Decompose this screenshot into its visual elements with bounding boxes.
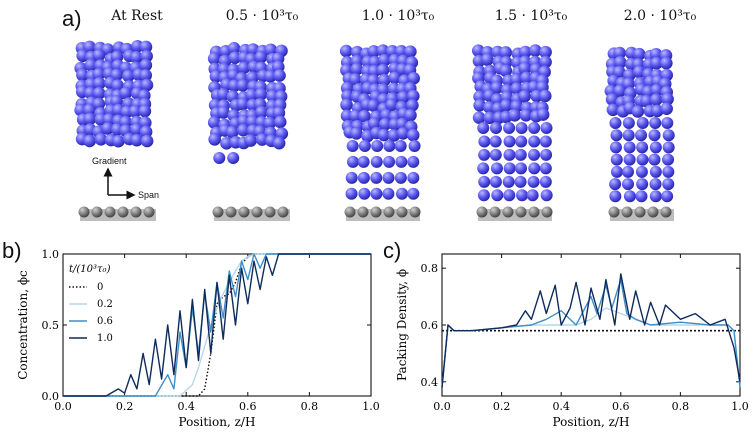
y-tick-label: 0.0 [42,390,60,403]
y-tick-label: 0.8 [421,262,439,275]
x-tick-label: 0.6 [239,400,257,413]
time-label-1.0: 1.0 · 10³τ₀ [361,8,435,24]
snapshot-0 [74,40,156,221]
panel-c-letter: c) [383,238,402,263]
time-label-0.5: 0.5 · 10³τ₀ [225,8,299,24]
packing-density-chart: 0.0 0.2 0.4 0.6 0.8 1.0 0.4 0.6 0.8 Position, z/H… [395,253,749,429]
span-axis-label: Span [138,190,160,200]
x-tick-label: 0.2 [493,400,511,413]
concentration-chart: 0.0 0.2 0.4 0.6 0.8 1.0 0.0 0.5 1.0 Position, z/H… [16,248,380,429]
y-tick-label: 0.6 [421,319,439,332]
panel-b-letter: b) [2,238,22,263]
y-tick-label: 0.5 [42,319,60,332]
series-line-0.6 [441,278,741,388]
panel-a-letter: a) [62,6,82,31]
x-tick-label: 0.8 [672,400,690,413]
legend-label: 0.2 [97,299,113,310]
x-tick-label: 0.8 [301,400,319,413]
x-axis-label: Position, z/H [553,415,630,429]
snapshot-1 [207,42,290,221]
gradient-axis-label: Gradient [92,156,127,166]
x-tick-label: 0.4 [177,400,195,413]
legend-title: t/(10³τ₀) [69,264,111,275]
time-label-rest: At Rest [111,8,163,24]
snapshot-2 [339,44,421,221]
series-line-0.2 [63,253,371,397]
x-tick-label: 0.0 [54,400,72,413]
time-label-1.5: 1.5 · 10³τ₀ [494,8,568,24]
y-axis-label: Concentration, ϕc [16,270,30,380]
axes-arrows-icon [103,167,136,200]
y-axis-label: Packing Density, ϕ [395,269,409,381]
snapshot-3 [471,44,553,221]
snapshot-4 [604,46,675,221]
legend-label: 1.0 [97,333,113,344]
series-line-0.2 [441,307,741,388]
x-tick-label: 0.6 [612,400,630,413]
series-line-0.6 [63,253,371,397]
x-tick-label: 1.0 [731,400,749,413]
series-line-1.0 [441,273,741,388]
x-tick-label: 0.2 [116,400,134,413]
y-tick-label: 0.4 [421,376,439,389]
x-tick-label: 0.0 [433,400,451,413]
legend-label: 0 [97,282,103,293]
time-label-2.0: 2.0 · 10³τ₀ [623,8,697,24]
x-tick-label: 0.4 [552,400,570,413]
series-line-1.0 [63,253,371,397]
x-tick-label: 1.0 [362,400,380,413]
legend-label: 0.6 [97,316,113,327]
y-tick-label: 1.0 [42,248,60,261]
x-axis-label: Position, z/H [179,415,256,429]
sphere-snapshots [74,40,675,221]
